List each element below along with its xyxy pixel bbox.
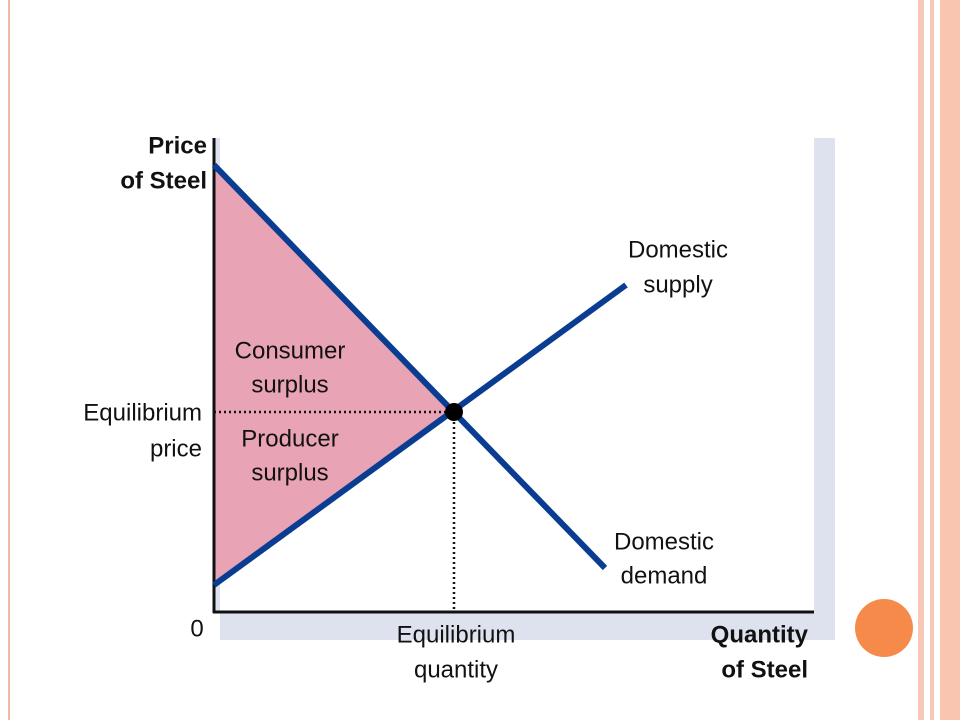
quantity-label: quantity: [414, 656, 498, 683]
stripe: [930, 0, 934, 720]
decor-circle: [855, 599, 913, 657]
demand-label: demand: [621, 562, 708, 589]
supply-label: Domestic: [628, 236, 728, 263]
surplus-area: [214, 165, 454, 585]
producer-surplus-label: surplus: [251, 459, 328, 486]
price-label: price: [150, 435, 202, 462]
consumer-surplus-label: surplus: [251, 371, 328, 398]
quantity-label: Equilibrium: [397, 621, 516, 648]
supply-label: supply: [643, 271, 712, 298]
x-label: of Steel: [721, 656, 808, 683]
demand-curve: [211, 162, 608, 571]
equilibrium-point: [445, 403, 463, 421]
stripe: [918, 0, 924, 720]
consumer-surplus-label: Consumer: [235, 337, 346, 364]
x-label: Quantity: [711, 621, 809, 648]
y-label: Price: [148, 132, 207, 159]
stripe: [940, 0, 960, 720]
demand-label: Domestic: [614, 528, 714, 555]
producer-surplus-label: Producer: [241, 425, 338, 452]
y-label: of Steel: [120, 167, 207, 194]
origin-label: 0: [190, 615, 203, 642]
supply-curve: [212, 282, 628, 588]
price-label: Equilibrium: [83, 399, 202, 426]
